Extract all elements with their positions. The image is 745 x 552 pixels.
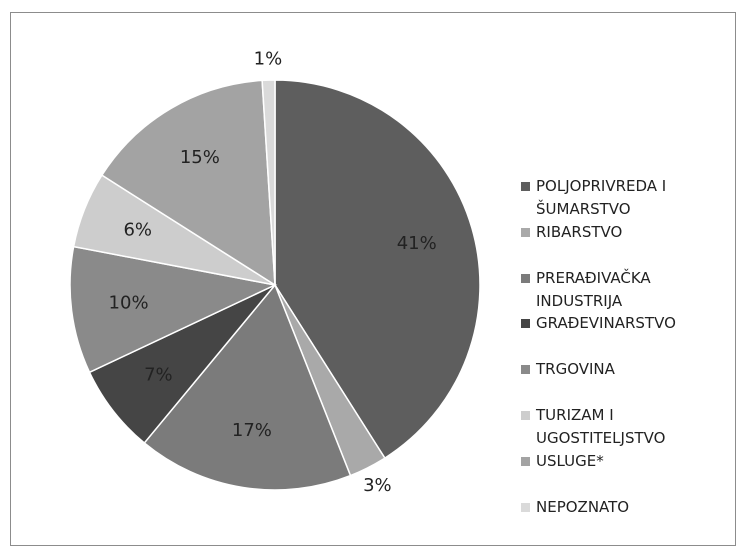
legend-swatch: [521, 319, 530, 328]
legend-swatch: [521, 503, 530, 512]
pie-slice: [100, 79, 276, 287]
legend-label: POLJOPRIVREDA I ŠUMARSTVO: [536, 177, 667, 218]
legend-swatch: [521, 274, 530, 283]
data-label: 3%: [363, 475, 392, 496]
legend-swatch: [521, 182, 530, 191]
chart-frame: [10, 12, 736, 546]
legend-label: RIBARSTVO: [536, 223, 623, 241]
legend-label: GRAĐEVINARSTVO: [536, 314, 676, 332]
data-label: 41%: [397, 233, 437, 254]
legend-label: NEPOZNATO: [536, 498, 630, 516]
legend-swatch: [521, 365, 530, 374]
legend-label: USLUGE*: [536, 452, 604, 470]
legend-swatch: [521, 457, 530, 466]
data-label: 15%: [180, 147, 220, 168]
data-label: 17%: [232, 420, 272, 441]
legend-swatch: [521, 228, 530, 237]
data-label: 1%: [254, 49, 283, 70]
legend-label: TURIZAM I UGOSTITELJSTVO: [536, 406, 666, 447]
legend-label: TRGOVINA: [536, 360, 615, 378]
data-label: 10%: [109, 292, 149, 313]
data-label: 7%: [144, 364, 173, 385]
pie-slice: [261, 79, 276, 286]
pie-slice: [274, 79, 481, 460]
legend-label: PRERAĐIVAČKA INDUSTRIJA: [536, 269, 651, 310]
pie-slice: [143, 283, 352, 491]
data-label: 6%: [123, 220, 152, 241]
legend-swatch: [521, 411, 530, 420]
pie-slice: [69, 245, 278, 374]
